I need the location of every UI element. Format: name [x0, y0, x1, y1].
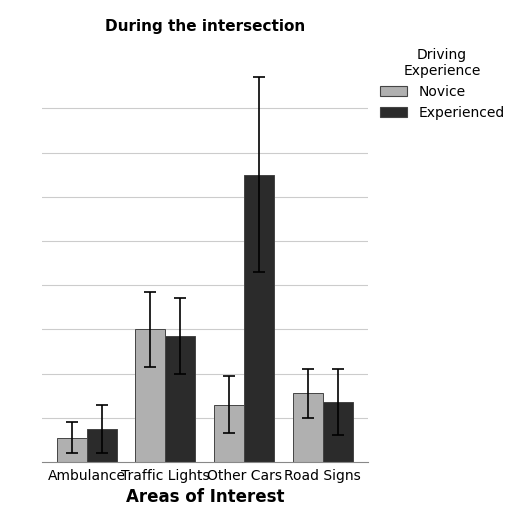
Bar	[135, 329, 165, 462]
X-axis label: Areas of Interest: Areas of Interest	[125, 488, 284, 507]
Bar	[57, 438, 87, 462]
Bar	[87, 429, 117, 462]
Bar	[293, 393, 323, 462]
Bar	[214, 405, 244, 462]
Title: During the intersection: During the intersection	[104, 19, 305, 34]
Bar	[165, 336, 195, 462]
Bar	[323, 402, 353, 462]
Bar	[244, 175, 274, 462]
Legend: Novice, Experienced: Novice, Experienced	[374, 42, 510, 125]
